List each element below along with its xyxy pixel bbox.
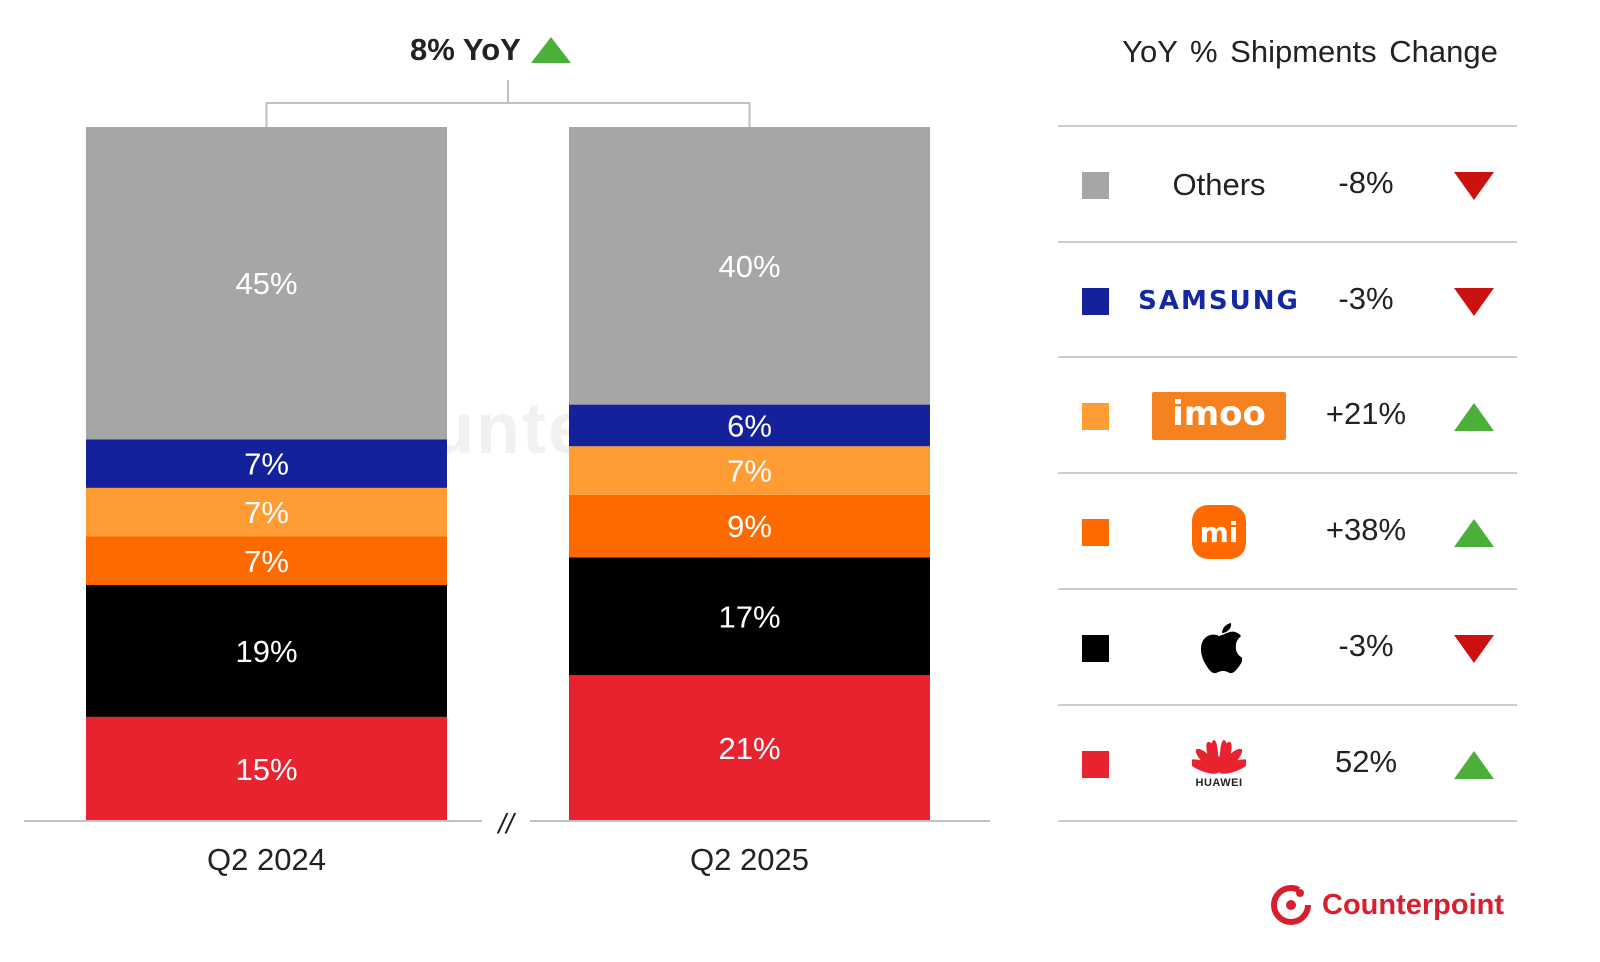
down-arrow-icon [1454, 288, 1494, 316]
x-tick-label-2: Q2 2025 [690, 842, 809, 877]
legend-row-huawei: HUAWEI 52% [1082, 706, 1532, 822]
legend-change-samsung: -3% [1338, 281, 1394, 316]
data-label-xiaomi-2: 9% [727, 509, 772, 544]
bar-segment-huawei-2 [569, 675, 930, 821]
legend-row-xiaomi: mi +38% [1082, 474, 1532, 590]
legend-brand-others: Others [1144, 149, 1294, 221]
bar-segment-apple-2 [569, 557, 930, 676]
bar-segment-xiaomi-1 [86, 536, 447, 586]
data-label-others-2: 40% [718, 249, 780, 284]
up-arrow-icon [530, 37, 571, 63]
legend-swatch-apple [1082, 635, 1109, 662]
bar-segment-others-2 [569, 127, 930, 405]
imoo-logo: imoo [1152, 392, 1286, 440]
data-label-imoo-1: 7% [244, 495, 289, 530]
axis-break-label: // [496, 808, 517, 839]
legend-change-others: -8% [1338, 165, 1394, 200]
legend-swatch-samsung [1082, 288, 1109, 315]
legend-change-imoo: +21% [1325, 396, 1407, 431]
up-arrow-icon [1454, 403, 1494, 431]
data-label-huawei-2: 21% [718, 731, 780, 766]
x-tick-label-1: Q2 2024 [207, 842, 326, 877]
bar-segment-imoo-1 [86, 487, 447, 537]
legend-change-huawei: 52% [1334, 744, 1398, 779]
legend-brand-apple [1144, 612, 1294, 684]
data-label-apple-2: 17% [718, 599, 780, 634]
bar-segment-others-1 [86, 127, 447, 440]
legend-brand-samsung: SAMSUNG [1138, 265, 1298, 337]
bar-segment-samsung-2 [569, 404, 930, 447]
yoy-total-label: 8% YoY [410, 32, 571, 68]
data-label-samsung-1: 7% [244, 447, 289, 482]
huawei-logo-text: HUAWEI [1195, 777, 1243, 789]
legend-brand-huawei: HUAWEI [1144, 728, 1294, 800]
down-arrow-icon [1454, 172, 1494, 200]
legend-row-apple: -3% [1082, 590, 1532, 706]
data-label-xiaomi-1: 7% [244, 544, 289, 579]
counterpoint-logo-icon [1271, 885, 1311, 925]
yoy-total-text: 8% YoY [410, 32, 521, 67]
bar-segment-xiaomi-2 [569, 494, 930, 558]
apple-logo-icon [1201, 623, 1242, 674]
xiaomi-logo: mi [1192, 505, 1246, 559]
down-arrow-icon [1454, 635, 1494, 663]
others-label: Others [1172, 167, 1266, 202]
legend-row-imoo: imoo +21% [1082, 358, 1532, 474]
huawei-logo-icon [1192, 740, 1246, 774]
legend-swatch-others [1082, 172, 1109, 199]
legend-brand-imoo: imoo [1144, 380, 1294, 452]
bar-segment-huawei-1 [86, 716, 447, 821]
counterpoint-logo: Counterpoint [1270, 884, 1504, 926]
legend-title: YoY % Shipments Change [1122, 34, 1498, 69]
data-label-apple-1: 19% [235, 634, 297, 669]
data-label-others-1: 45% [235, 266, 297, 301]
legend-row-others: Others -8% [1082, 127, 1532, 243]
legend-swatch-imoo [1082, 403, 1109, 430]
legend-change-apple: -3% [1338, 628, 1394, 663]
data-label-samsung-2: 6% [727, 408, 772, 443]
bar-segment-apple-1 [86, 585, 447, 717]
legend-row-samsung: SAMSUNG -3% [1082, 243, 1532, 359]
legend-swatch-huawei [1082, 751, 1109, 778]
legend-change-xiaomi: +38% [1325, 512, 1407, 547]
bar-segment-imoo-2 [569, 446, 930, 495]
legend-swatch-xiaomi [1082, 519, 1109, 546]
counterpoint-logo-text: Counterpoint [1322, 888, 1505, 921]
bar-segment-samsung-1 [86, 439, 447, 488]
data-label-imoo-2: 7% [727, 454, 772, 489]
huawei-logo: HUAWEI [1192, 739, 1246, 789]
samsung-logo: SAMSUNG [1138, 286, 1300, 316]
legend-brand-xiaomi: mi [1144, 496, 1294, 568]
up-arrow-icon [1454, 519, 1494, 547]
up-arrow-icon [1454, 751, 1494, 779]
yoy-bracket [265, 80, 751, 127]
data-label-huawei-1: 15% [235, 752, 297, 787]
